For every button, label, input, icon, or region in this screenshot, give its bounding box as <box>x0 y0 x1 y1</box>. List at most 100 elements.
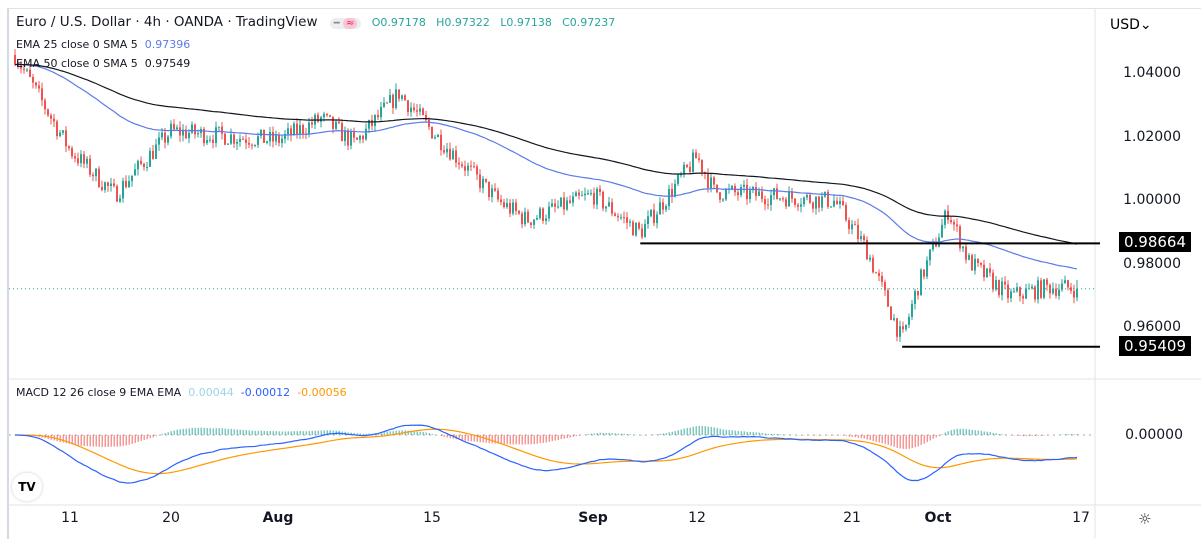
macd-histogram-bar <box>1034 435 1036 437</box>
candle-body <box>932 241 934 250</box>
macd-histogram-bar <box>512 435 514 445</box>
macd-histogram-bar <box>524 435 526 445</box>
macd-histogram-bar <box>731 430 733 435</box>
candle-body <box>266 141 268 143</box>
candle-body <box>236 141 238 144</box>
candle-body <box>149 150 151 167</box>
candle-body <box>620 217 622 219</box>
candle-body <box>443 150 445 153</box>
candle-body <box>482 178 484 189</box>
candle-body <box>56 121 58 137</box>
ema50-legend[interactable]: EMA 50 close 0 SMA 5 0.97549 <box>16 57 190 70</box>
macd-histogram-bar <box>89 435 91 447</box>
macd-histogram-bar <box>296 431 298 435</box>
macd-histogram-bar <box>977 430 979 435</box>
ema50-line <box>14 63 1078 245</box>
candle-body <box>722 199 724 201</box>
candle-body <box>401 95 403 99</box>
macd-histogram-bar <box>1028 435 1030 437</box>
candle-body <box>1010 291 1012 299</box>
macd-histogram-bar <box>263 430 265 435</box>
macd-histogram-bar <box>563 435 565 439</box>
macd-histogram-bar <box>77 435 79 446</box>
macd-histogram-bar <box>449 435 451 439</box>
macd-histogram-bar <box>392 431 394 435</box>
ema25-value: 0.97396 <box>144 38 191 51</box>
candle-body <box>743 184 745 187</box>
macd-histogram-bar <box>59 435 61 442</box>
macd-histogram-bar <box>500 435 502 444</box>
macd-histogram-bar <box>716 427 718 435</box>
candle-body <box>206 140 208 144</box>
candle-body <box>644 224 646 238</box>
candle-body <box>965 246 967 260</box>
candle-body <box>584 193 586 196</box>
macd-histogram-bar <box>131 435 133 444</box>
macd-histogram-bar <box>239 429 241 435</box>
candle-body <box>134 169 136 176</box>
macd-histogram-bar <box>155 435 157 437</box>
macd-histogram-bar <box>974 430 976 435</box>
candle-body <box>626 217 628 223</box>
tradingview-logo-icon[interactable]: TV <box>12 473 42 501</box>
candle-body <box>437 134 439 138</box>
candle-body <box>890 306 892 320</box>
macd-histogram-bar <box>323 430 325 435</box>
macd-histogram-bar <box>527 435 529 445</box>
candle-body <box>161 132 163 138</box>
macd-histogram-bar <box>998 433 1000 435</box>
macd-histogram-bar <box>272 431 274 435</box>
candle-body <box>569 200 571 203</box>
candle-body <box>479 174 481 189</box>
macd-histogram-bar <box>236 429 238 435</box>
candle-body <box>845 205 847 221</box>
macd-histogram-bar <box>233 429 235 435</box>
candle-body <box>836 200 838 205</box>
macd-histogram-bar <box>383 432 385 435</box>
candle-body <box>647 216 649 225</box>
macd-histogram-bar <box>83 435 85 447</box>
candle-body <box>995 280 997 290</box>
macd-histogram-bar <box>713 427 715 435</box>
candle-body <box>596 188 598 205</box>
candle-body <box>926 260 928 277</box>
candle-body <box>905 324 907 330</box>
candle-body <box>344 130 346 142</box>
candle-body <box>191 124 193 133</box>
candle-body <box>389 94 391 103</box>
ohlc-open: O0.97178 <box>371 16 426 29</box>
candle-body <box>668 189 670 207</box>
settings-gear-icon[interactable]: ☼ <box>1138 510 1152 528</box>
macd-histogram-bar <box>920 435 922 445</box>
candle-body <box>1019 287 1021 297</box>
macd-histogram-bar <box>281 431 283 435</box>
macd-histogram-bar <box>221 428 223 435</box>
candle-body <box>767 204 769 206</box>
candle-body <box>665 206 667 210</box>
candle-body <box>131 175 133 182</box>
ema50-label: EMA 50 close 0 SMA 5 <box>16 57 138 70</box>
macd-histogram-bar <box>761 432 763 435</box>
candle-body <box>782 198 784 200</box>
candle-body <box>515 202 517 211</box>
ema25-legend[interactable]: EMA 25 close 0 SMA 5 0.97396 <box>16 38 190 51</box>
macd-legend[interactable]: MACD 12 26 close 9 EMA EMA 0.00044 -0.00… <box>16 386 347 399</box>
candle-body <box>242 138 244 140</box>
currency-selector[interactable]: USD⌄ <box>1110 17 1152 33</box>
macd-histogram-bar <box>122 435 124 446</box>
macd-histogram-bar <box>980 430 982 435</box>
candle-body <box>371 119 373 126</box>
candle-body <box>509 202 511 214</box>
compare-toggle[interactable]: ━ ≈ <box>329 18 362 29</box>
candle-body <box>26 69 28 71</box>
macd-histogram-bar <box>866 435 868 440</box>
macd-histogram-bar <box>947 431 949 435</box>
candle-body <box>431 126 433 139</box>
candle-body <box>329 115 331 117</box>
macd-histogram-bar <box>191 427 193 435</box>
macd-histogram-bar <box>143 435 145 441</box>
macd-histogram-bar <box>68 435 70 444</box>
candle-body <box>614 213 616 216</box>
